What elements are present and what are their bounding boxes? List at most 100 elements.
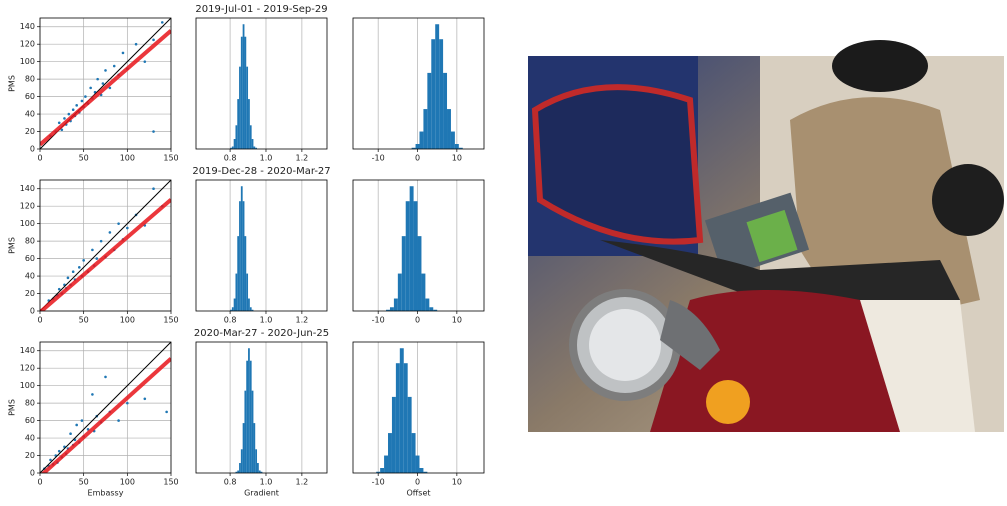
bar	[390, 307, 394, 311]
plot-area	[353, 342, 484, 473]
bar	[414, 201, 418, 311]
bar	[435, 24, 439, 149]
bar	[252, 139, 254, 149]
x-tick-label: 10	[452, 154, 462, 163]
point	[58, 450, 61, 453]
point	[144, 60, 147, 63]
bar	[243, 24, 245, 149]
bar	[239, 463, 241, 473]
point	[63, 117, 66, 120]
y-tick-label: 140	[20, 22, 35, 31]
point	[75, 104, 78, 107]
bar	[410, 186, 414, 311]
bar	[232, 307, 234, 311]
y-tick-label: 60	[25, 92, 35, 101]
y-tick-label: 100	[20, 57, 35, 66]
bar	[443, 73, 447, 149]
panel: -10010Offset	[353, 342, 484, 498]
bar	[455, 144, 459, 149]
y-tick-label: 60	[25, 254, 35, 263]
bar	[257, 463, 259, 473]
point	[91, 249, 94, 252]
point	[161, 21, 164, 24]
x-tick-label: 10	[452, 316, 462, 325]
x-tick-label: 1.0	[260, 154, 273, 163]
bar	[237, 236, 239, 311]
panel: 0.81.01.22020-Mar-27 - 2020-Jun-25Gradie…	[194, 328, 329, 498]
point	[152, 130, 155, 133]
bar	[406, 201, 410, 311]
point	[135, 43, 138, 46]
y-tick-label: 40	[25, 272, 35, 281]
bar	[246, 274, 248, 311]
x-tick-label: 150	[163, 154, 178, 163]
chart-title: 2019-Dec-28 - 2020-Mar-27	[192, 166, 330, 177]
point	[81, 100, 84, 103]
bar	[394, 299, 398, 311]
y-tick-label: 0	[30, 307, 35, 316]
x-tick-label: -10	[372, 154, 385, 163]
bar	[234, 299, 236, 311]
x-tick-label: 150	[163, 316, 178, 325]
point	[152, 39, 155, 42]
bar	[243, 423, 245, 473]
x-tick-label: 150	[163, 478, 178, 487]
point	[117, 419, 120, 422]
bar	[241, 186, 243, 311]
bar	[402, 236, 406, 311]
y-tick-label: 140	[20, 346, 35, 355]
point	[78, 266, 81, 269]
x-tick-label: 1.0	[260, 478, 273, 487]
bar	[419, 132, 423, 149]
bar	[425, 299, 429, 311]
point	[96, 78, 99, 81]
point	[152, 187, 155, 190]
point	[69, 432, 72, 435]
photo	[528, 40, 1004, 432]
point	[126, 227, 129, 230]
bar	[404, 363, 408, 473]
y-tick-label: 140	[20, 184, 35, 193]
y-tick-label: 20	[25, 289, 35, 298]
x-axis-label: Gradient	[244, 489, 279, 498]
y-tick-label: 0	[30, 145, 35, 154]
y-tick-label: 60	[25, 416, 35, 425]
bar	[239, 201, 241, 311]
bar	[248, 299, 250, 311]
y-tick-label: 80	[25, 75, 35, 84]
bar	[416, 456, 420, 473]
point	[72, 270, 75, 273]
bar	[388, 433, 392, 473]
y-tick-label: 20	[25, 127, 35, 136]
bar	[451, 132, 455, 149]
x-tick-label: 50	[79, 154, 89, 163]
bar	[244, 391, 246, 473]
point	[49, 459, 52, 462]
bar	[253, 423, 255, 473]
point	[95, 257, 98, 260]
bar	[252, 391, 254, 473]
point	[117, 222, 120, 225]
point	[113, 65, 116, 68]
y-tick-label: 40	[25, 434, 35, 443]
x-tick-label: 100	[120, 316, 135, 325]
bar	[396, 363, 400, 473]
y-tick-label: 20	[25, 451, 35, 460]
bar	[239, 67, 241, 149]
point	[126, 402, 129, 405]
point	[68, 113, 71, 116]
x-tick-label: 1.2	[296, 154, 309, 163]
x-tick-label: 1.0	[260, 316, 273, 325]
bar	[235, 125, 237, 149]
point	[91, 393, 94, 396]
x-axis-label: Offset	[406, 489, 430, 498]
y-tick-label: 0	[30, 469, 35, 478]
bar	[255, 449, 257, 473]
bar	[237, 99, 239, 149]
x-tick-label: 0	[415, 154, 420, 163]
y-axis-label: PMS	[8, 75, 17, 92]
y-tick-label: 40	[25, 110, 35, 119]
